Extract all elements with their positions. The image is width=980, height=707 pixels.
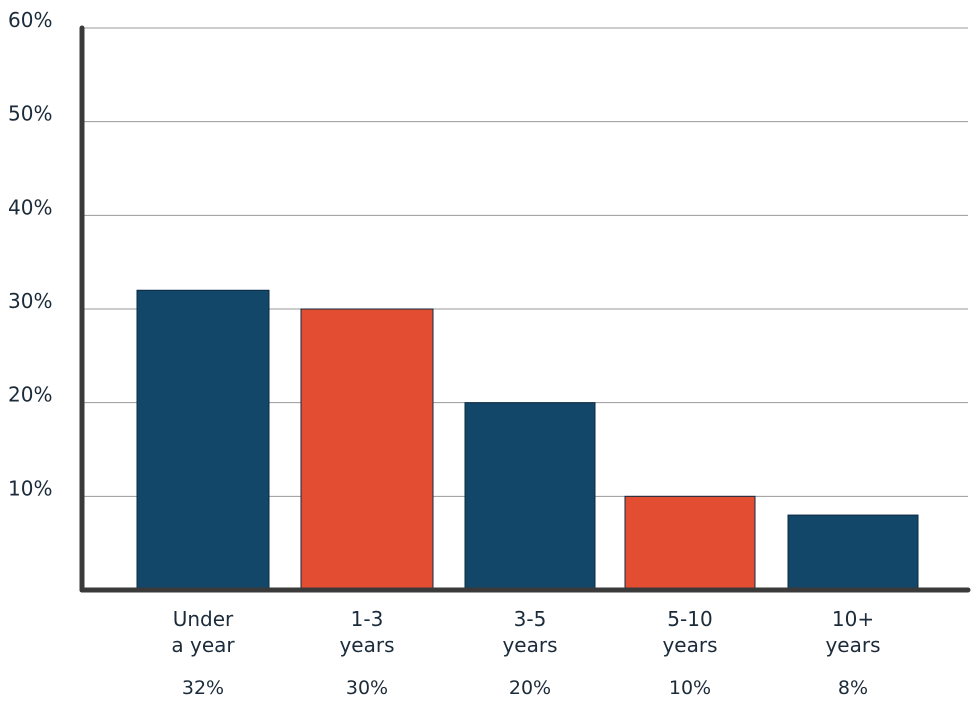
y-tick-label: 40%: [8, 195, 52, 219]
value-labels: 32% 30% 20% 10% 8%: [182, 677, 868, 699]
category-label: years: [662, 633, 717, 657]
bar-3: [624, 495, 756, 591]
category-label: 1-3: [351, 607, 384, 631]
category-label: 10+: [832, 607, 874, 631]
category-label: years: [339, 633, 394, 657]
category-label: 5-10: [667, 607, 712, 631]
y-tick-label: 20%: [8, 383, 52, 407]
bar-0: [136, 289, 270, 591]
value-label: 10%: [669, 677, 711, 699]
y-tick-label: 10%: [8, 476, 52, 500]
axes: [79, 25, 971, 593]
bar-2: [464, 402, 596, 591]
category-label: years: [825, 633, 880, 657]
y-tick-label: 30%: [8, 289, 52, 313]
y-tick-labels: 10% 20% 30% 40% 50% 60%: [8, 8, 52, 500]
value-label: 30%: [346, 677, 388, 699]
y-tick-label: 50%: [8, 102, 52, 126]
category-label: a year: [171, 633, 235, 657]
bar-4: [787, 514, 919, 591]
bars: [136, 289, 919, 591]
category-label: 3-5: [514, 607, 547, 631]
value-label: 20%: [509, 677, 551, 699]
category-label: years: [502, 633, 557, 657]
bar-1: [300, 308, 434, 591]
value-label: 8%: [838, 677, 868, 699]
value-label: 32%: [182, 677, 224, 699]
category-label: Under: [173, 607, 234, 631]
y-tick-label: 60%: [8, 8, 52, 32]
